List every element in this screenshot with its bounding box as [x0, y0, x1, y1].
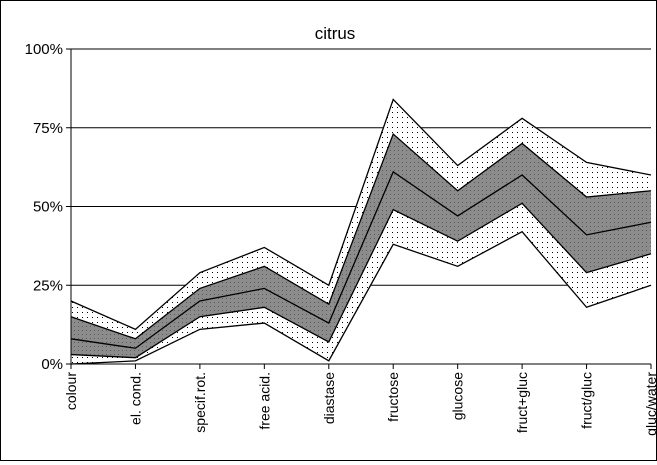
y-tick-labels: 0% 25% 50% 75% 100% [25, 41, 63, 373]
x-tick-labels: colour el. cond. specif.rot. free acid. dias… [63, 372, 657, 436]
series-line-1 [70, 202, 652, 359]
y-tick-label-3: 75% [33, 120, 63, 137]
series-line-4 [70, 98, 652, 331]
x-tick-label-0: colour [63, 372, 79, 410]
x-tick-label-1: el. cond. [127, 372, 143, 425]
chart-title: citrus [315, 24, 356, 43]
x-tick-label-5: fructose [385, 372, 401, 422]
x-tick-label-2: specif.rot. [192, 372, 208, 433]
y-tick-label-0: 0% [41, 356, 63, 373]
axes [66, 48, 652, 369]
x-tick-label-7: fruct+gluc [514, 372, 530, 433]
y-tick-label-1: 25% [33, 277, 63, 294]
band-2-dotted [71, 99, 651, 339]
series-line-0 [70, 230, 652, 365]
y-tick-label-4: 100% [25, 41, 63, 58]
x-tick-label-8: fruct/gluc [579, 372, 595, 429]
y-tick-label-2: 50% [33, 199, 63, 216]
series-line-3 [70, 132, 652, 340]
x-tick-label-3: free acid. [256, 372, 272, 430]
band-0-dotted [71, 203, 651, 364]
bands [71, 99, 651, 364]
x-tick-label-4: diastase [321, 372, 337, 424]
series-lines [70, 98, 652, 365]
series-line-2 [70, 170, 652, 349]
x-tick-label-6: glucose [450, 372, 466, 420]
x-tick-label-9: gluc/water [643, 372, 656, 436]
